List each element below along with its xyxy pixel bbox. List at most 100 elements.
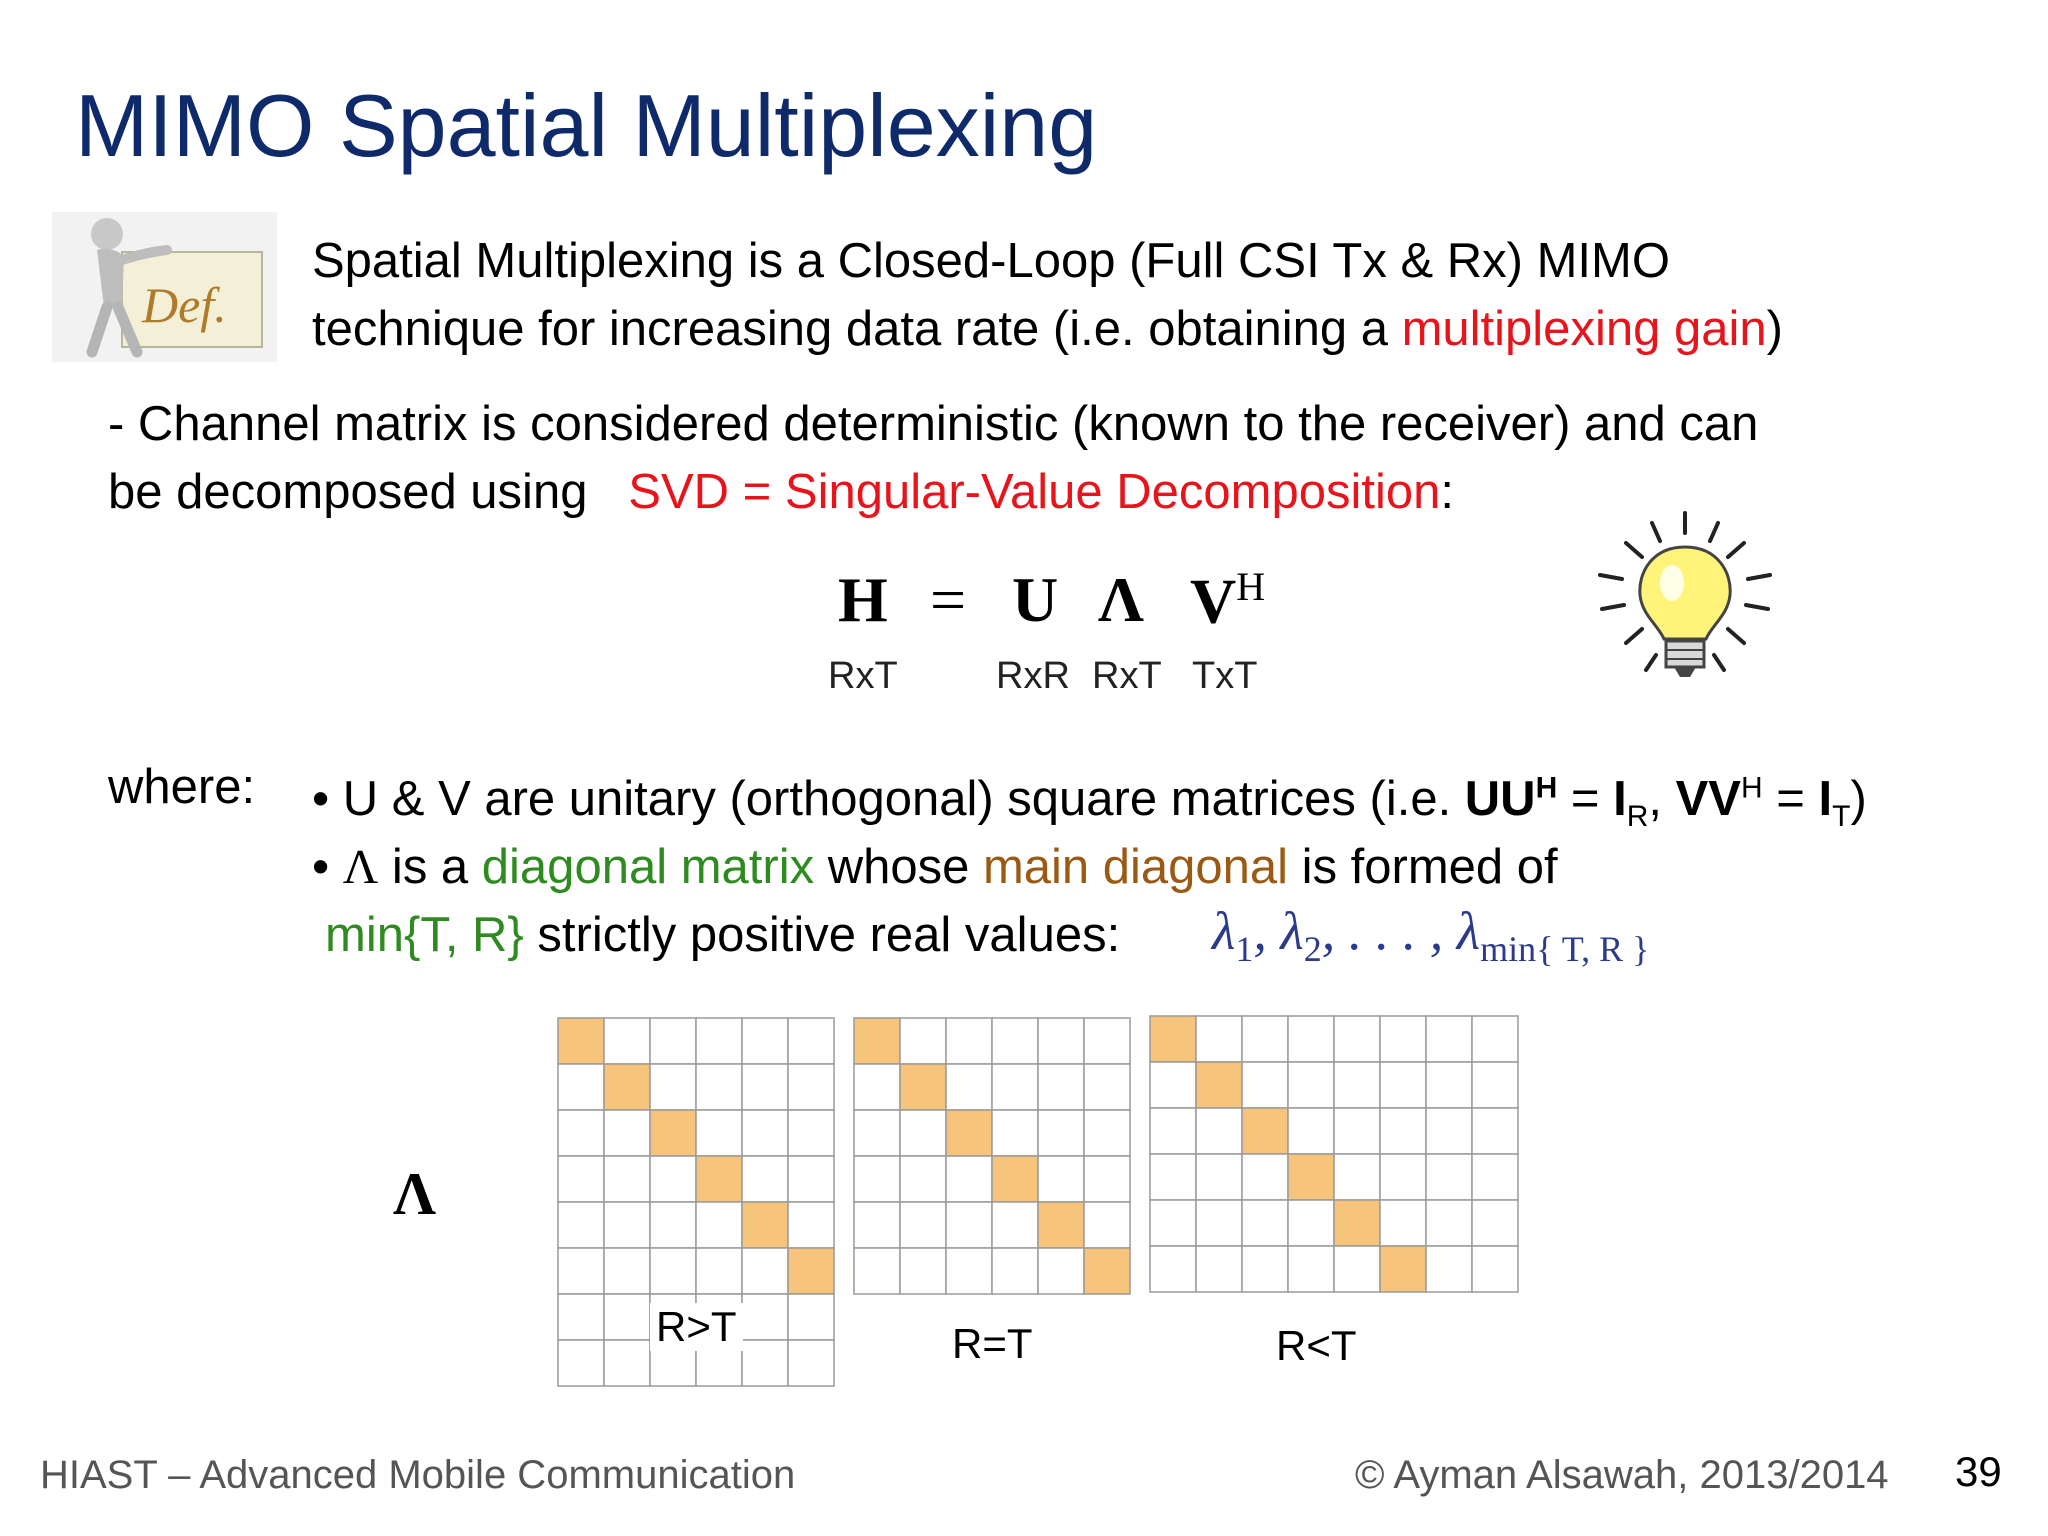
bullet-diagonal-end: is formed of — [1288, 840, 1558, 894]
dim-Lambda: RxT — [1092, 655, 1162, 697]
matrix-cell — [853, 1063, 901, 1111]
matrix-cell — [945, 1155, 993, 1203]
matrix-cell — [1333, 1245, 1381, 1293]
matrix-cell — [1333, 1153, 1381, 1201]
matrix-cell — [695, 1017, 743, 1065]
matrix-cell — [1195, 1199, 1243, 1247]
diagonal-cell — [1037, 1201, 1085, 1249]
matrix-cell — [1379, 1107, 1427, 1155]
matrix-cell — [603, 1201, 651, 1249]
matrix-cell — [649, 1017, 697, 1065]
matrix-cell — [853, 1201, 901, 1249]
matrix-cell — [787, 1017, 835, 1065]
diagonal-cell — [1379, 1245, 1427, 1293]
matrix-cell — [1379, 1153, 1427, 1201]
diagonal-cell — [1287, 1153, 1335, 1201]
matrix-cell — [557, 1109, 605, 1157]
matrix-cell — [1333, 1061, 1381, 1109]
matrix-cell — [695, 1247, 743, 1295]
matrix-cell — [741, 1339, 789, 1387]
diagonal-matrix-highlight: diagonal matrix — [481, 840, 815, 894]
matrix-cell — [1195, 1153, 1243, 1201]
matrix-cell — [1287, 1245, 1335, 1293]
definition-text: technique for increasing data rate (i.e.… — [312, 302, 1402, 356]
matrix-cell — [899, 1201, 947, 1249]
matrix-cell — [603, 1247, 651, 1295]
matrix-cell — [1471, 1015, 1519, 1063]
equation-Lambda: Λ — [1098, 564, 1144, 635]
lambda-min-sub: min{ T, R } — [1480, 928, 1650, 969]
diagonal-cell — [741, 1201, 789, 1249]
diagonal-cell — [853, 1017, 901, 1065]
matrix-cell — [741, 1017, 789, 1065]
lambda-2-sub: 2 — [1303, 928, 1322, 969]
matrix-cell — [853, 1247, 901, 1295]
matrix-cell — [945, 1247, 993, 1295]
matrix-cell — [603, 1293, 651, 1341]
channel-line-2: be decomposed using SVD = Singular-Value… — [108, 463, 1454, 522]
matrix-cell — [853, 1109, 901, 1157]
definition-line-2: technique for increasing data rate (i.e.… — [312, 300, 1783, 359]
matrix-cell — [1241, 1245, 1289, 1293]
matrix-cell — [1083, 1063, 1131, 1111]
matrix-cell — [1287, 1015, 1335, 1063]
matrix-cell — [899, 1155, 947, 1203]
definition-text-end: ) — [1766, 302, 1783, 356]
uu-term: UU — [1464, 772, 1536, 826]
matrix-cell — [1471, 1245, 1519, 1293]
matrix-cell — [1471, 1107, 1519, 1155]
equals-2: = — [1762, 772, 1819, 826]
label-r-greater-t: R>T — [650, 1303, 743, 1351]
matrix-cell — [649, 1201, 697, 1249]
label-r-equals-t: R=T — [946, 1320, 1039, 1368]
matrix-cell — [1333, 1107, 1381, 1155]
matrix-cell — [1287, 1107, 1335, 1155]
matrix-cell — [649, 1155, 697, 1203]
diagonal-cell — [695, 1155, 743, 1203]
matrix-cell — [853, 1155, 901, 1203]
dim-U: RxR — [996, 655, 1070, 697]
identity-R: I — [1613, 772, 1627, 826]
equation-H: H — [838, 564, 888, 635]
matrix-cell — [1037, 1017, 1085, 1065]
label-r-less-t: R<T — [1270, 1322, 1363, 1370]
matrix-cell — [1379, 1199, 1427, 1247]
matrix-cell — [557, 1293, 605, 1341]
matrix-cell — [1037, 1155, 1085, 1203]
matrix-cell — [991, 1201, 1039, 1249]
where-label: where: — [108, 760, 256, 814]
matrix-cell — [603, 1109, 651, 1157]
equation-U: U — [1012, 564, 1059, 635]
diagonal-cell — [945, 1109, 993, 1157]
matrix-cell — [1287, 1061, 1335, 1109]
matrix-cell — [1333, 1015, 1381, 1063]
matrix-cell — [899, 1017, 947, 1065]
matrix-cell — [1037, 1109, 1085, 1157]
matrix-cell — [1083, 1155, 1131, 1203]
bullet-unitary: • U & V are unitary (orthogonal) square … — [312, 770, 1867, 835]
bullet-min-values: min{T, R} strictly positive real values: — [325, 906, 1120, 965]
channel-text: be decomposed using — [108, 465, 629, 519]
matrix-cell — [899, 1247, 947, 1295]
dim-V: TxT — [1192, 655, 1258, 697]
matrix-cell — [695, 1201, 743, 1249]
matrix-cell — [741, 1293, 789, 1341]
matrix-cell — [603, 1339, 651, 1387]
equals-1: = — [1557, 772, 1614, 826]
dim-H: RxT — [828, 655, 898, 697]
matrix-cell — [1149, 1199, 1197, 1247]
matrix-cell — [603, 1155, 651, 1203]
matrix-cell — [649, 1247, 697, 1295]
matrix-cell — [1037, 1247, 1085, 1295]
diagonal-cell — [991, 1155, 1039, 1203]
matrix-cell — [557, 1201, 605, 1249]
matrix-cell — [1195, 1015, 1243, 1063]
slide-title: MIMO Spatial Multiplexing — [75, 76, 1098, 175]
positive-values-text: strictly positive real values: — [523, 908, 1121, 962]
matrix-lambda-label: Λ — [393, 1161, 437, 1227]
diagonal-cell — [649, 1109, 697, 1157]
matrix-cell — [991, 1247, 1039, 1295]
matrix-cell — [787, 1109, 835, 1157]
main-diagonal-highlight: main diagonal — [982, 840, 1289, 894]
